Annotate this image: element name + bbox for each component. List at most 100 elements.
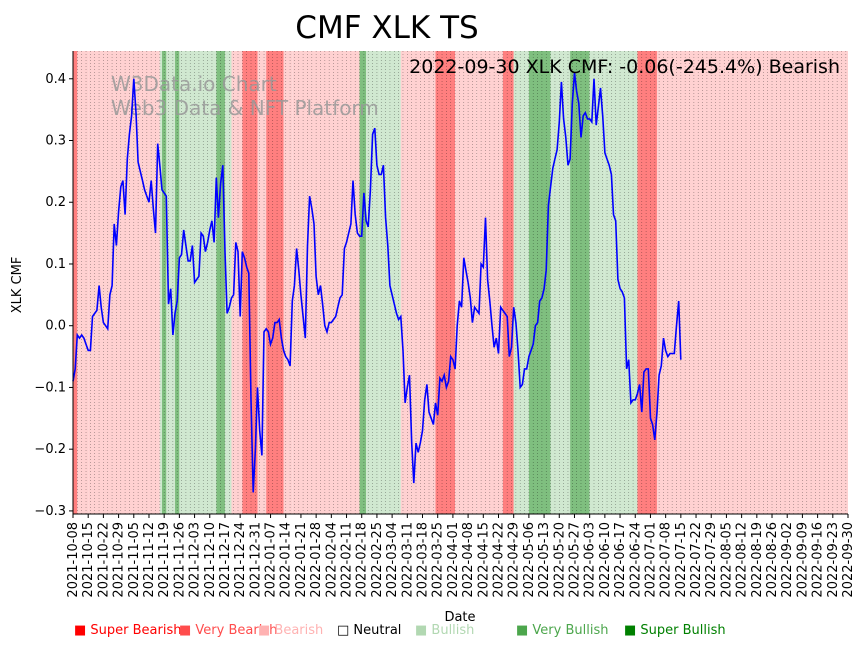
regime-band-bearish: [656, 51, 677, 514]
regime-band-bullish: [513, 51, 529, 514]
x-tick-label: 2022-09-23: [826, 522, 841, 598]
watermark-line: W3Data.io Chart: [111, 72, 277, 96]
x-tick-label: 2022-03-25: [431, 522, 446, 598]
regime-band-bearish: [455, 51, 477, 514]
regime-band-very-bullish: [175, 51, 180, 514]
x-tick-label: 2022-04-22: [492, 522, 507, 598]
y-axis-ticks: −0.3 −0.2 −0.1 0.0 0.1 0.2 0.3 0.4: [34, 72, 73, 519]
axes: [72, 51, 848, 515]
regime-band-bearish: [231, 51, 243, 514]
regime-bands: [73, 51, 848, 514]
y-tick-label: −0.3: [34, 504, 66, 519]
regime-band-bullish: [179, 51, 217, 514]
x-tick-label: 2022-04-01: [446, 522, 461, 598]
cmf-series-line: [72, 72, 682, 493]
regime-band-bearish: [77, 51, 89, 514]
x-tick-label: 2022-06-17: [613, 522, 628, 598]
chart-title: CMF XLK TS: [295, 10, 478, 46]
legend-item: ■ Super Bearish: [74, 623, 182, 638]
regime-band-very-bullish: [570, 51, 590, 514]
regime-band-very-bullish: [528, 51, 551, 514]
regime-band-very-bullish: [359, 51, 367, 514]
regime-band-very-bearish: [502, 51, 514, 514]
x-tick-label: 2021-10-08: [66, 522, 81, 598]
regime-band-bullish: [224, 51, 232, 514]
regime-band-bullish: [159, 51, 163, 514]
regime-band-bullish: [166, 51, 176, 514]
watermark-line: Web3 Data & NFT Platform: [111, 96, 379, 120]
regime-band-very-bearish: [73, 51, 78, 514]
regime-band-bearish: [292, 51, 360, 514]
x-tick-label: 2022-06-10: [598, 522, 613, 598]
x-tick-label: 2022-03-11: [400, 522, 415, 598]
y-tick-label: 0.4: [45, 72, 66, 87]
regime-band-bearish: [257, 51, 267, 514]
x-tick-label: 2021-11-12: [142, 522, 157, 598]
x-tick-label: 2021-12-03: [188, 522, 203, 598]
x-tick-label: 2022-01-21: [294, 522, 309, 598]
x-tick-label: 2022-02-18: [355, 522, 370, 598]
x-tick-label: 2022-08-05: [719, 522, 734, 598]
x-tick-label: 2021-11-26: [172, 522, 187, 598]
regime-band-bearish: [676, 51, 848, 514]
regime-band-bullish: [604, 51, 638, 514]
x-tick-label: 2022-09-16: [811, 522, 826, 598]
regime-band-bullish: [550, 51, 571, 514]
x-tick-label: 2022-04-29: [507, 522, 522, 598]
x-tick-label: 2022-02-11: [340, 522, 355, 598]
x-axis-label: Date: [444, 610, 475, 625]
regime-band-very-bearish: [242, 51, 258, 514]
x-tick-label: 2022-05-20: [552, 522, 567, 598]
regime-band-bearish: [88, 51, 160, 514]
x-tick-label: 2022-07-15: [674, 522, 689, 598]
regime-band-bullish: [366, 51, 380, 514]
legend-item: ■ Super Bullish: [624, 623, 726, 638]
y-tick-label: 0.3: [45, 134, 66, 149]
x-tick-label: 2022-01-07: [264, 522, 279, 598]
x-tick-label: 2021-10-22: [96, 522, 111, 598]
x-tick-label: 2022-08-19: [750, 522, 765, 598]
x-tick-label: 2021-12-24: [233, 522, 248, 598]
x-axis-ticks: 2021-10-08 2021-10-15 2021-10-22 2021-10-29…: [66, 514, 856, 598]
x-tick-label: 2022-05-13: [537, 522, 552, 598]
x-tick-label: 2021-12-31: [248, 522, 263, 598]
x-tick-label: 2022-09-09: [795, 522, 810, 598]
x-tick-label: 2022-05-06: [522, 522, 537, 598]
x-tick-label: 2021-11-19: [157, 522, 172, 598]
x-tick-label: 2022-02-04: [324, 522, 339, 598]
chart-annotation: 2022-09-30 XLK CMF: -0.06(-245.4%) Beari…: [409, 56, 840, 78]
regime-band-very-bearish: [637, 51, 657, 514]
legend-item: ■ Bullish: [415, 623, 474, 638]
x-tick-label: 2022-07-01: [644, 522, 659, 598]
y-tick-label: 0.1: [45, 257, 66, 272]
x-tick-label: 2022-06-03: [583, 522, 598, 598]
legend-item: ■ Very Bearish: [179, 623, 277, 638]
x-tick-label: 2022-01-14: [279, 522, 294, 598]
legend-item: □ Neutral: [337, 623, 401, 638]
x-tick-label: 2021-12-17: [218, 522, 233, 598]
x-tick-label: 2022-08-26: [765, 522, 780, 598]
regime-band-bearish: [476, 51, 503, 514]
x-tick-label: 2021-12-10: [203, 522, 218, 598]
x-tick-label: 2022-01-28: [309, 522, 324, 598]
x-tick-label: 2022-05-27: [568, 522, 583, 598]
regime-band-very-bearish: [435, 51, 456, 514]
y-tick-label: 0.2: [45, 195, 66, 210]
x-tick-label: 2022-07-08: [659, 522, 674, 598]
y-tick-label: −0.2: [34, 442, 66, 457]
regime-band-bearish: [283, 51, 293, 514]
legend-item: ■ Very Bullish: [516, 623, 608, 638]
x-tick-label: 2022-03-18: [416, 522, 431, 598]
x-tick-label: 2022-04-08: [461, 522, 476, 598]
x-tick-label: 2022-08-12: [735, 522, 750, 598]
regime-band-very-bullish: [162, 51, 167, 514]
x-tick-label: 2022-07-22: [689, 522, 704, 598]
x-tick-label: 2022-07-29: [704, 522, 719, 598]
legend-item: ■ Bearish: [258, 623, 323, 638]
regime-band-bearish: [400, 51, 436, 514]
x-tick-label: 2021-10-29: [112, 522, 127, 598]
regime-band-very-bearish: [266, 51, 284, 514]
